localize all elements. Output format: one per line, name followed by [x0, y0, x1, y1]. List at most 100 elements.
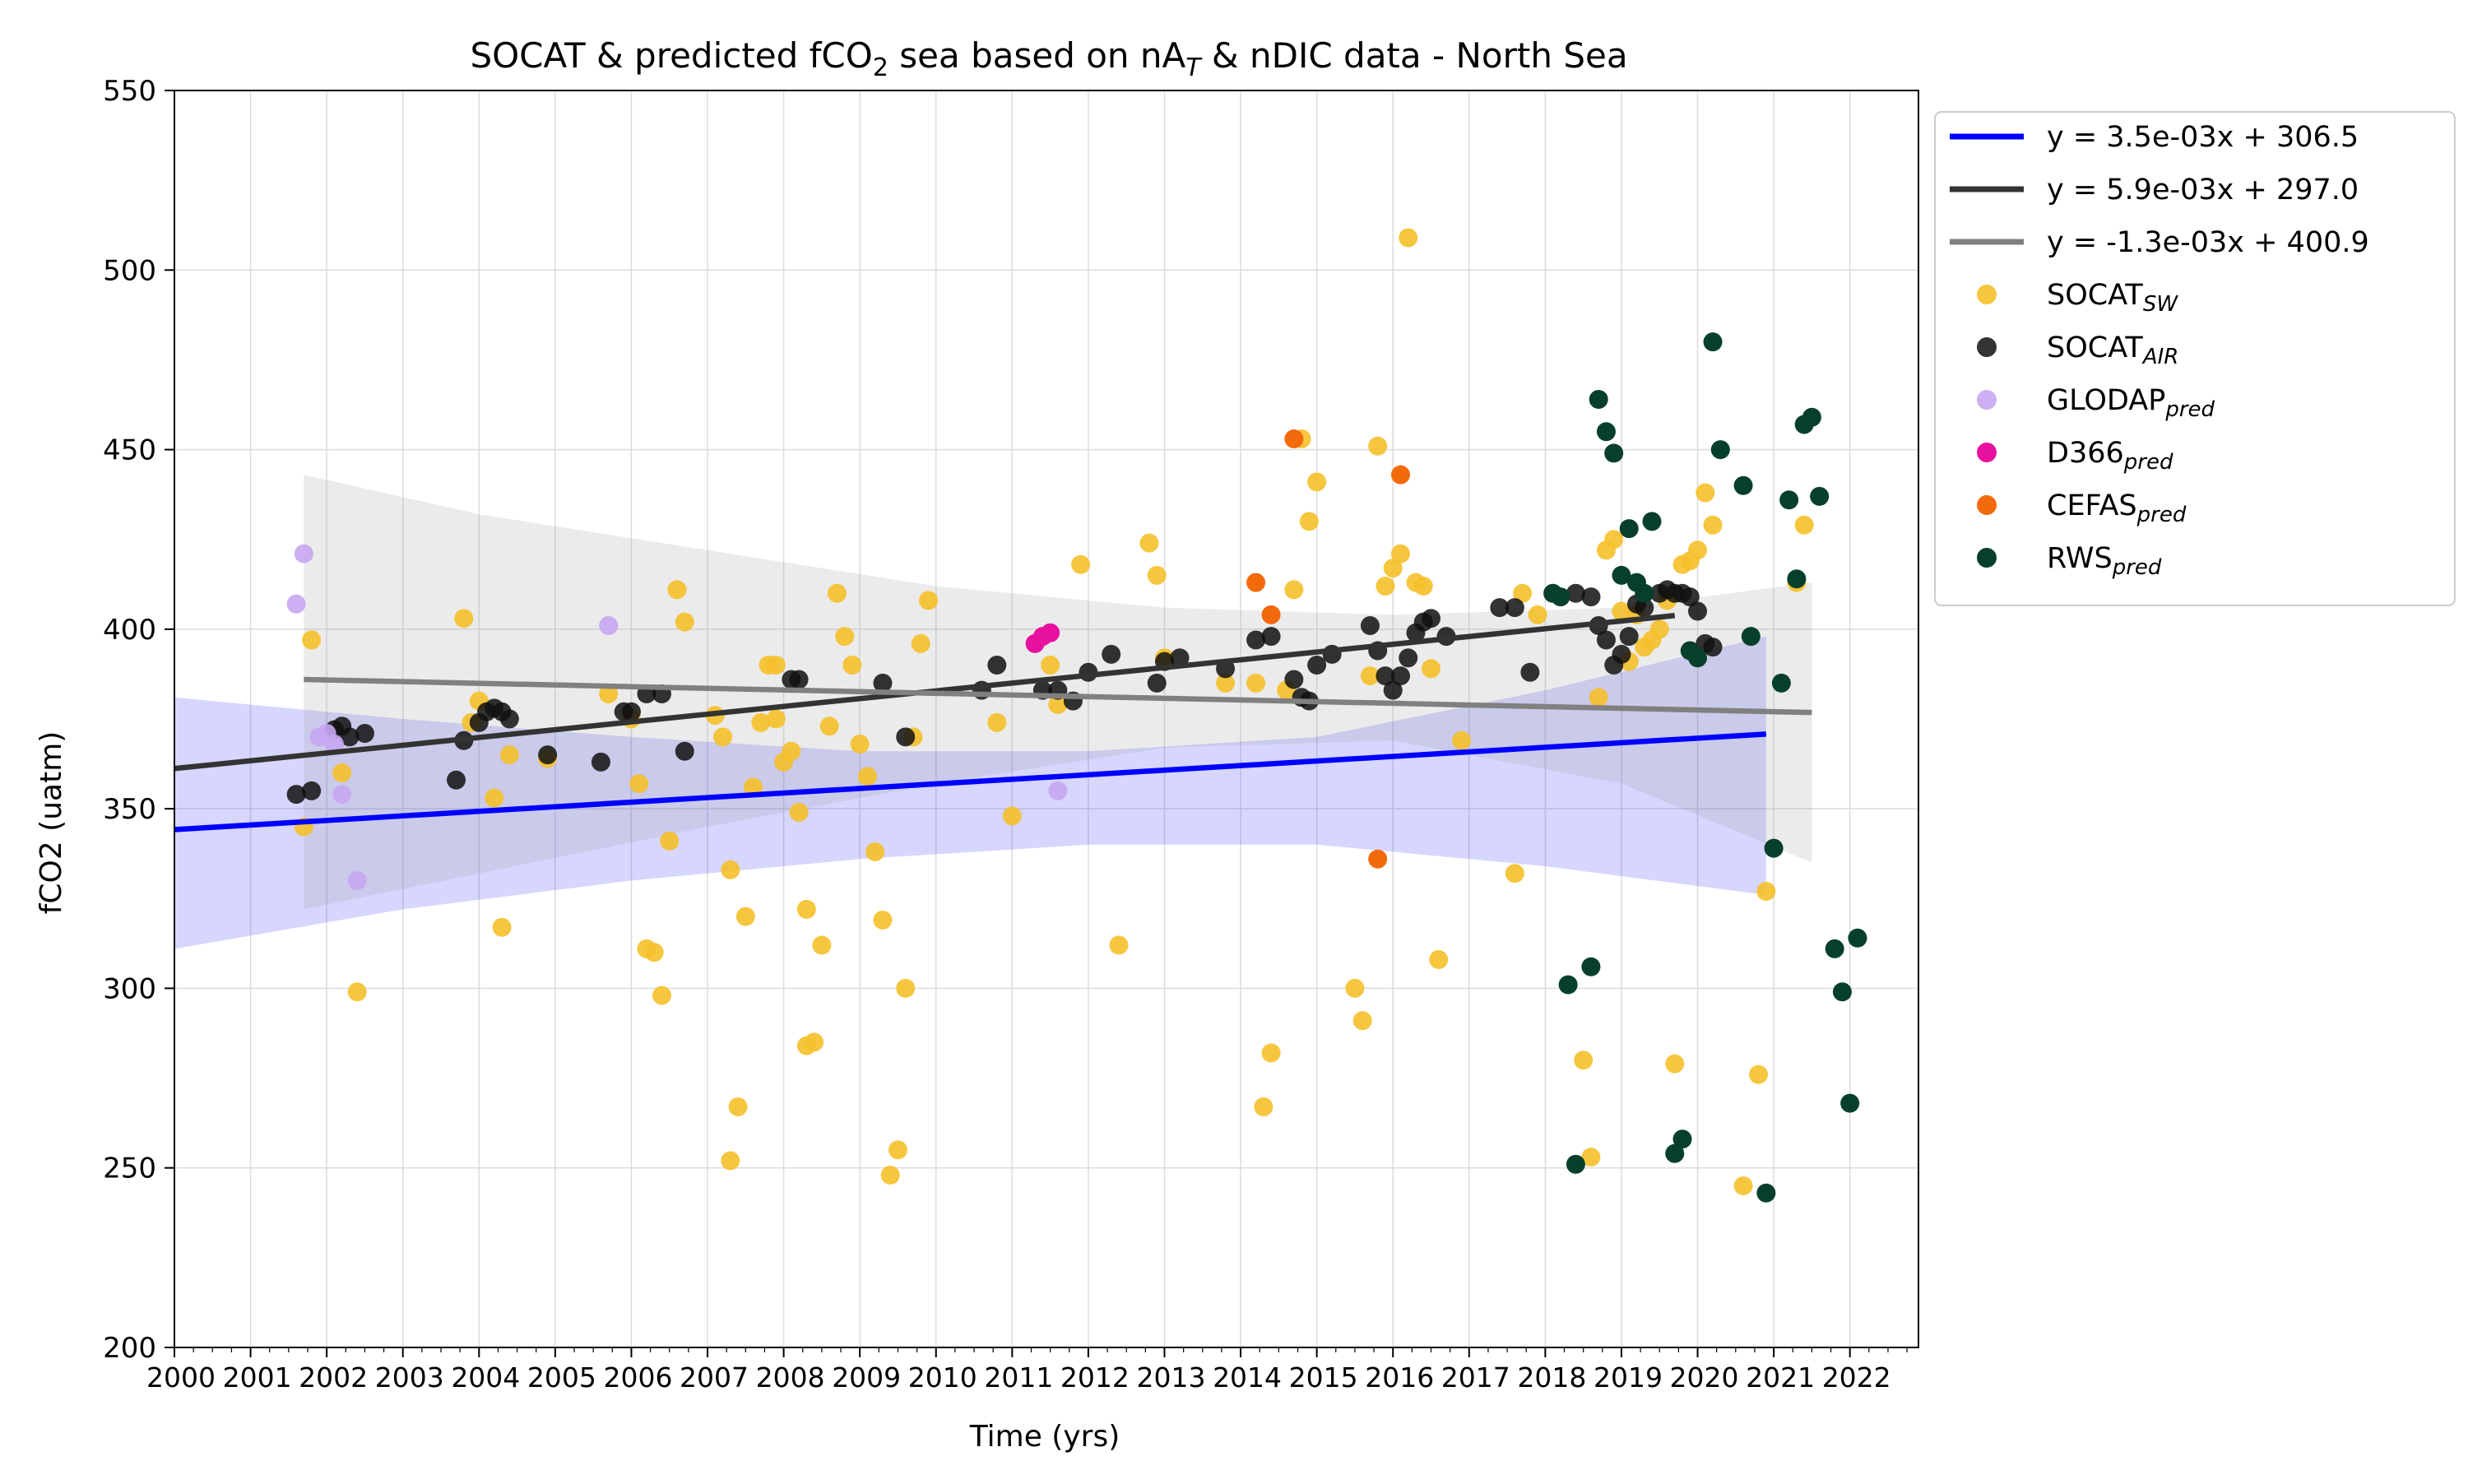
data-point-socat-sw: [842, 656, 862, 675]
legend: y = 3.5e-03x + 306.5 y = 5.9e-03x + 297.0…: [1934, 111, 2456, 606]
x-tick-label: 2012: [1060, 1361, 1130, 1394]
data-point-socat-sw: [735, 907, 755, 926]
data-point-rws-pred: [1619, 519, 1639, 539]
data-point-socat-air: [1261, 627, 1281, 647]
data-point-socat-sw: [835, 627, 855, 647]
data-point-socat-air: [896, 727, 916, 747]
x-tick-label: 2013: [1137, 1361, 1206, 1394]
data-point-cefas-pred: [1246, 573, 1266, 592]
legend-series-subscript: SW: [2143, 292, 2179, 317]
data-point-socat-sw: [1399, 228, 1418, 248]
data-point-socat-sw: [919, 591, 939, 610]
data-point-rws-pred: [1771, 673, 1791, 693]
data-point-rws-pred: [1848, 928, 1867, 948]
title-part: 2: [873, 53, 888, 82]
data-point-socat-air: [1390, 666, 1410, 686]
data-point-socat-sw: [667, 580, 687, 600]
data-point-socat-sw: [652, 985, 671, 1005]
data-point-socat-sw: [1749, 1064, 1769, 1084]
title-part: & nDIC data - North Sea: [1201, 35, 1628, 76]
data-point-socat-air: [499, 709, 519, 729]
data-point-rws-pred: [1589, 389, 1608, 409]
data-point-socat-sw: [987, 712, 1007, 732]
data-point-rws-pred: [1810, 486, 1830, 506]
data-point-socat-air: [1375, 666, 1395, 686]
legend-label: y = 5.9e-03x + 297.0: [2047, 174, 2359, 206]
data-point-socat-sw: [751, 712, 771, 732]
y-tick-label: 200: [103, 1332, 156, 1365]
data-point-socat-sw: [721, 1151, 740, 1171]
data-point-rws-pred: [1733, 475, 1753, 495]
legend-series-name: D366: [2047, 437, 2124, 470]
data-point-socat-air: [675, 741, 694, 761]
data-point-socat-sw: [347, 982, 367, 1002]
data-point-socat-sw: [302, 630, 322, 650]
data-point-socat-sw: [499, 745, 519, 765]
data-point-socat-sw: [896, 978, 916, 998]
data-point-glodap-pred: [347, 870, 367, 890]
y-tick-label: 550: [103, 75, 156, 108]
data-point-rws-pred: [1665, 1143, 1685, 1163]
data-point-socat-air: [1581, 587, 1601, 607]
data-point-rws-pred: [1703, 332, 1723, 352]
legend-marker: [1977, 443, 1997, 462]
data-point-socat-sw: [454, 609, 474, 628]
data-point-socat-air: [873, 673, 893, 693]
data-point-socat-sw: [1299, 512, 1319, 531]
data-point-socat-air: [1505, 598, 1524, 618]
data-point-socat-sw: [1284, 580, 1304, 600]
legend-series-subscript: pred: [2112, 555, 2162, 580]
data-point-cefas-pred: [1284, 429, 1304, 448]
data-point-socat-air: [1383, 680, 1403, 700]
data-point-rws-pred: [1764, 838, 1784, 858]
data-point-socat-air: [1596, 630, 1616, 650]
data-point-socat-sw: [1002, 806, 1022, 826]
data-point-socat-sw: [1452, 730, 1472, 750]
data-point-rws-pred: [1787, 569, 1807, 589]
data-point-socat-air: [1680, 587, 1700, 607]
data-point-socat-sw: [1756, 882, 1776, 902]
data-point-rws-pred: [1672, 1129, 1692, 1149]
data-point-rws-pred: [1596, 422, 1616, 442]
data-point-socat-sw: [1368, 436, 1388, 456]
data-point-socat-sw: [1246, 673, 1266, 693]
data-points: [286, 228, 1867, 1203]
data-point-socat-sw: [1665, 1054, 1685, 1074]
x-tick-label: 2003: [375, 1361, 444, 1394]
data-point-glodap-pred: [324, 735, 344, 754]
data-point-socat-air: [1520, 662, 1540, 682]
legend-marker: [1977, 390, 1997, 410]
data-point-socat-sw: [1703, 515, 1723, 535]
data-point-socat-sw: [1048, 695, 1068, 715]
legend-series-name: GLODAP: [2047, 384, 2165, 417]
legend-marker: [1977, 285, 1997, 304]
title-part: SOCAT & predicted fCO: [470, 35, 872, 76]
data-point-socat-sw: [1696, 483, 1715, 503]
data-point-socat-air: [1635, 598, 1654, 618]
data-point-socat-air: [987, 656, 1007, 675]
data-point-glodap-pred: [294, 544, 313, 563]
data-point-rws-pred: [1710, 440, 1730, 460]
data-point-rws-pred: [1551, 587, 1570, 607]
data-point-socat-sw: [1733, 1176, 1753, 1196]
trend-line: [174, 731, 1767, 832]
data-point-socat-sw: [485, 788, 504, 808]
data-point-socat-sw: [1574, 1050, 1594, 1070]
data-point-glodap-pred: [332, 785, 352, 805]
legend-series-subscript: AIR: [2141, 345, 2179, 369]
x-tick-label: 2017: [1441, 1361, 1510, 1394]
data-point-rws-pred: [1612, 565, 1631, 585]
data-point-socat-air: [1619, 627, 1639, 647]
data-point-socat-air: [1566, 583, 1585, 603]
data-point-socat-air: [1102, 644, 1121, 664]
legend-label: y = 3.5e-03x + 306.5: [2047, 121, 2359, 154]
data-point-socat-sw: [1604, 530, 1624, 550]
legend-marker: [1977, 337, 1997, 357]
data-point-socat-sw: [865, 842, 885, 862]
data-point-cefas-pred: [1261, 605, 1281, 624]
data-point-socat-air: [1688, 601, 1708, 621]
y-tick-label: 250: [103, 1152, 156, 1185]
data-point-socat-air: [1147, 673, 1167, 693]
data-point-rws-pred: [1581, 957, 1601, 976]
